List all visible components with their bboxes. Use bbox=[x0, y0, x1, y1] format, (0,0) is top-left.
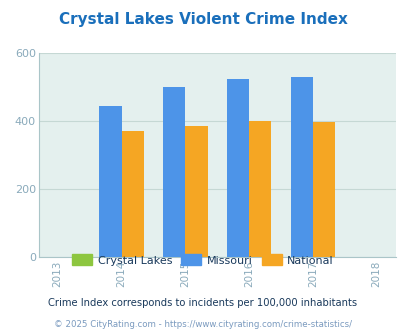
Text: Crime Index corresponds to incidents per 100,000 inhabitants: Crime Index corresponds to incidents per… bbox=[48, 298, 357, 308]
Bar bbox=[185, 126, 207, 257]
Text: Crystal Lakes Violent Crime Index: Crystal Lakes Violent Crime Index bbox=[58, 12, 347, 26]
Bar bbox=[162, 87, 185, 257]
Bar bbox=[290, 77, 312, 257]
Bar bbox=[99, 106, 121, 257]
Bar bbox=[312, 122, 335, 257]
Text: © 2025 CityRating.com - https://www.cityrating.com/crime-statistics/: © 2025 CityRating.com - https://www.city… bbox=[54, 319, 351, 329]
Bar bbox=[226, 80, 249, 257]
Legend: Crystal Lakes, Missouri, National: Crystal Lakes, Missouri, National bbox=[68, 250, 337, 270]
Bar bbox=[121, 131, 143, 257]
Bar bbox=[249, 121, 271, 257]
